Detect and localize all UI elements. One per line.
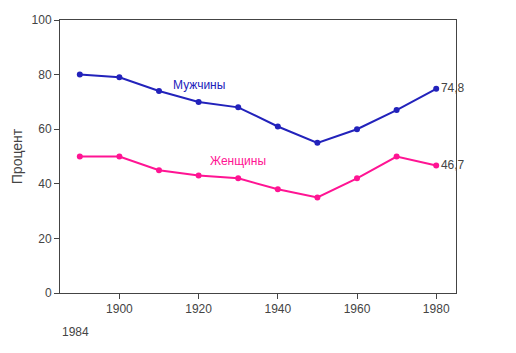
svg-text:1940: 1940 xyxy=(264,302,291,316)
svg-text:1980: 1980 xyxy=(423,302,450,316)
svg-text:74,8: 74,8 xyxy=(441,81,465,95)
svg-text:1920: 1920 xyxy=(185,302,212,316)
svg-text:60: 60 xyxy=(38,122,52,136)
svg-text:1900: 1900 xyxy=(106,302,133,316)
svg-text:Процент: Процент xyxy=(9,128,25,184)
svg-text:100: 100 xyxy=(32,13,52,27)
svg-text:1960: 1960 xyxy=(344,302,371,316)
svg-text:80: 80 xyxy=(38,68,52,82)
svg-text:0: 0 xyxy=(45,286,52,300)
svg-text:Женщины: Женщины xyxy=(210,154,266,168)
svg-text:Мужчины: Мужчины xyxy=(173,78,225,92)
svg-text:40: 40 xyxy=(38,177,52,191)
svg-text:20: 20 xyxy=(38,232,52,246)
svg-text:46,7: 46,7 xyxy=(441,158,465,172)
svg-text:1984: 1984 xyxy=(62,325,89,339)
